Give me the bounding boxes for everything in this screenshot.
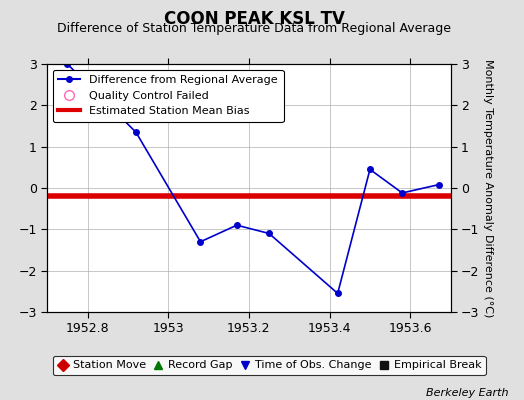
Text: COON PEAK KSL TV: COON PEAK KSL TV xyxy=(163,10,345,28)
Y-axis label: Monthly Temperature Anomaly Difference (°C): Monthly Temperature Anomaly Difference (… xyxy=(483,59,493,317)
Text: Difference of Station Temperature Data from Regional Average: Difference of Station Temperature Data f… xyxy=(57,22,451,35)
Legend: Station Move, Record Gap, Time of Obs. Change, Empirical Break: Station Move, Record Gap, Time of Obs. C… xyxy=(53,356,486,375)
Text: Berkeley Earth: Berkeley Earth xyxy=(426,388,508,398)
